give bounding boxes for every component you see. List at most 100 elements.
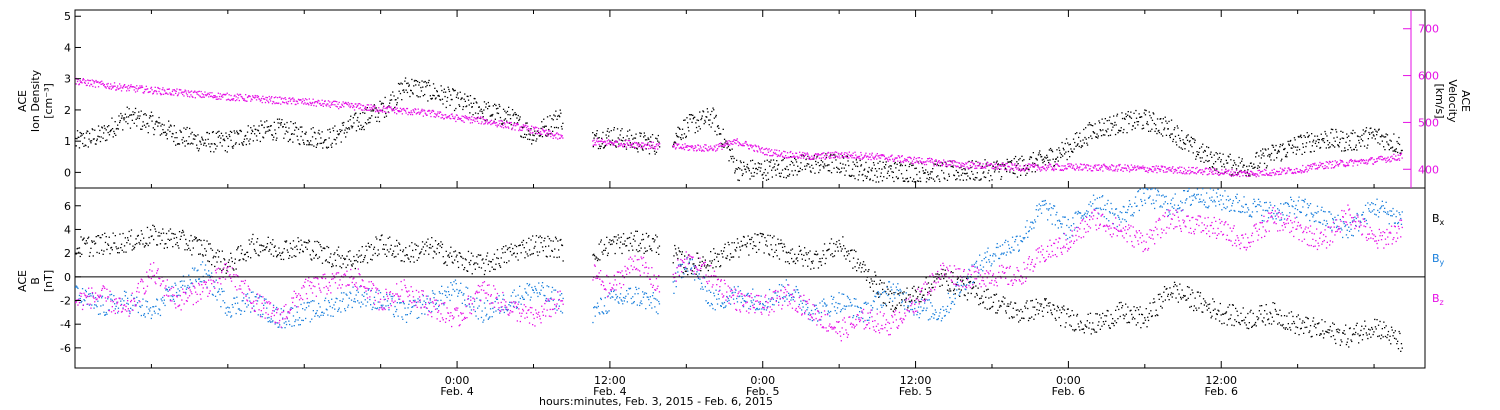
top-point [855,159,857,161]
bottom-point [465,259,467,261]
top-point [542,126,544,128]
top-point [1176,125,1178,127]
top-point [742,143,744,145]
top-point [1340,130,1342,132]
top-point [422,115,424,117]
top-point [417,80,419,83]
top-point [1293,146,1295,148]
bottom-point [798,245,800,247]
top-point [379,109,381,111]
top-point [1007,165,1010,168]
top-point [1005,168,1007,170]
top-point [723,138,726,140]
top-point [244,100,246,102]
top-point [1393,158,1396,160]
top-point [890,168,892,170]
top-point [1051,169,1053,171]
top-point [351,127,353,129]
top-point [1180,172,1182,174]
top-point [1100,135,1103,137]
bottom-point [264,249,266,251]
top-point [437,95,439,97]
top-point [1327,167,1329,169]
top-point [699,128,701,130]
top-point [781,159,783,162]
top-point [389,102,391,104]
top-point [274,129,276,131]
top-point [1099,129,1101,131]
top-point [932,178,935,180]
top-point [1350,158,1352,161]
top-point [700,147,702,149]
top-point [1327,144,1329,146]
top-point [1027,165,1029,167]
top-point [1398,157,1400,160]
top-point [1236,174,1238,176]
bottom-point [268,250,270,252]
bottom-point [280,258,282,260]
top-point [1158,168,1160,170]
bottom-point [781,246,784,248]
bottom-point [159,243,162,245]
top-point [779,154,782,156]
bottom-point [218,250,220,253]
top-point [234,100,237,102]
top-point [697,144,700,146]
bottom-point [677,247,680,249]
top-point [1238,171,1240,173]
top-point [1100,130,1102,132]
bottom-point [503,261,505,263]
top-point [864,154,866,156]
top-point [382,107,384,109]
top-point [1146,170,1148,172]
top-point [727,145,729,148]
top-point [409,112,411,114]
top-point [546,116,549,118]
top-point [155,90,157,92]
top-point [867,171,870,173]
bottom-point [120,243,123,245]
bottom-point [385,244,387,246]
top-point [839,171,841,174]
top-point [1212,166,1214,169]
top-point [969,164,971,167]
top-point [104,127,106,130]
top-point [1216,153,1219,155]
top-point [514,112,516,114]
top-point [326,147,328,149]
top-point [293,98,295,100]
top-point [378,112,380,114]
top-point [415,84,417,86]
top-point [911,180,914,182]
top-point [445,106,447,109]
top-point [1249,173,1251,175]
top-point [1228,173,1231,175]
top-point [1272,144,1274,147]
top-point [683,119,685,121]
top-point [865,152,867,154]
top-point [1036,159,1038,161]
bottom-point [305,242,308,244]
top-point [364,122,367,124]
top-point [1384,149,1386,151]
top-point [1318,139,1320,141]
top-point [1182,172,1184,174]
top-point [1369,159,1371,161]
top-point [1283,169,1285,172]
top-point [259,140,261,143]
top-point [755,167,757,170]
top-point [834,151,836,153]
top-point [191,95,193,98]
top-point [974,165,977,167]
bottom-point [705,267,707,269]
top-point [344,102,346,104]
top-point [99,129,101,132]
top-point [388,111,390,114]
top-point [837,167,839,170]
bottom-point [411,242,413,244]
top-point [1211,173,1213,175]
top-point [1076,167,1078,169]
bottom-point [162,228,164,230]
top-point [460,117,462,120]
bottom-point [540,242,542,244]
